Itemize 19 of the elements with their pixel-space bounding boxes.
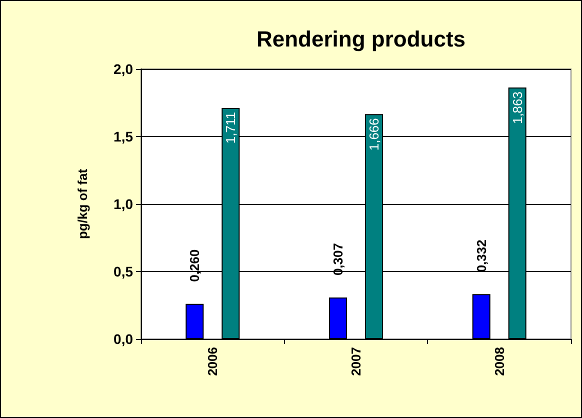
y-tick-label: 1,5 (114, 128, 134, 144)
y-tick-label: 0,0 (114, 331, 134, 347)
bar (186, 304, 204, 339)
data-label: 0,332 (474, 240, 489, 272)
bar (472, 294, 490, 339)
x-tick-label: 2008 (492, 347, 507, 376)
chart-title: Rendering products (256, 26, 466, 52)
data-label: 1,711 (223, 112, 238, 144)
y-tick-label: 2,0 (114, 61, 134, 77)
y-tick-label: 1,0 (114, 196, 134, 212)
bar (329, 298, 347, 339)
data-label: 1,666 (366, 118, 382, 151)
data-label: 1,863 (510, 91, 525, 124)
y-axis-title: pg/kg of fat (75, 168, 90, 240)
x-tick-label: 2006 (205, 347, 220, 376)
data-label: 0,307 (330, 243, 346, 276)
data-label: 0,260 (187, 249, 202, 282)
y-tick-label: 0,5 (114, 264, 134, 280)
x-tick-label: 2007 (348, 347, 364, 376)
